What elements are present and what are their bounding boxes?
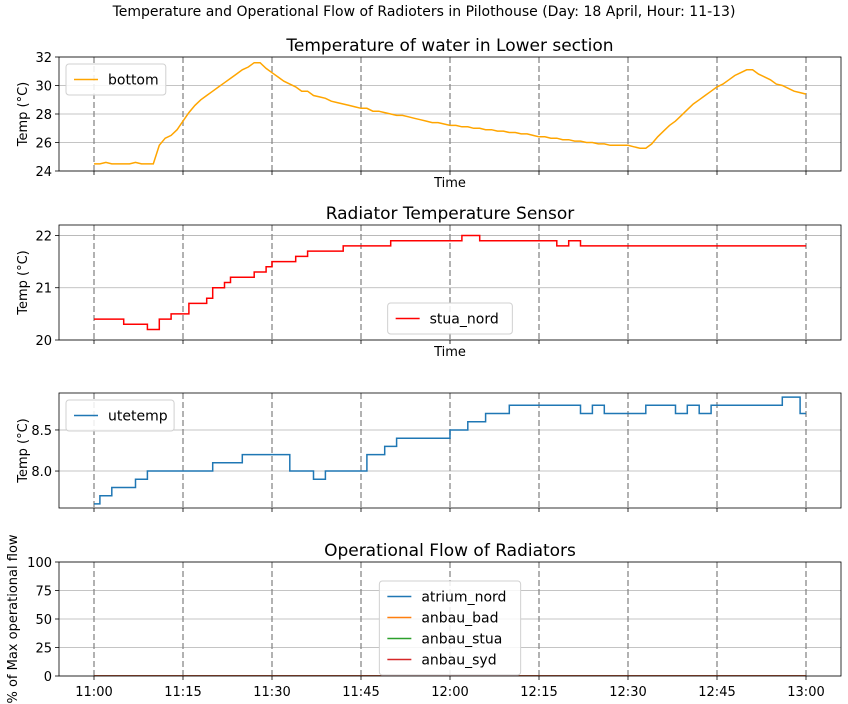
- y-tick-label: 8.0: [31, 465, 52, 480]
- figure-title: Temperature and Operational Flow of Radi…: [112, 4, 736, 20]
- x-axis-label: Time: [433, 176, 466, 191]
- y-axis-label: Temp (°C): [16, 418, 31, 484]
- x-tick-label: 12:00: [431, 685, 468, 700]
- subplot-title: Temperature of water in Lower section: [285, 36, 613, 56]
- legend-entry: utetemp: [108, 409, 168, 425]
- subplot-2: 20 21 22 Radiator Temperature Sensor Time Tem…: [16, 204, 842, 360]
- y-tick-label: 28: [35, 108, 52, 123]
- y-tick-label: 32: [35, 51, 52, 66]
- legend-entry: anbau_stua: [421, 632, 502, 648]
- x-tick-label: 11:30: [253, 685, 290, 700]
- y-tick-label: 50: [35, 613, 52, 628]
- x-tick-label: 12:45: [698, 685, 735, 700]
- legend-box: [65, 63, 167, 96]
- y-tick-label: 20: [35, 334, 52, 349]
- y-tick-label: 100: [27, 556, 52, 571]
- x-tick-label: 11:45: [342, 685, 379, 700]
- subplot-title: Radiator Temperature Sensor: [326, 204, 575, 224]
- series-line-stua_nord: [94, 234, 806, 331]
- x-tick-label: 12:30: [609, 685, 646, 700]
- subplot-1: 24 26 28 30 32 Temperature of water in Lower …: [16, 36, 842, 191]
- legend-entry: atrium_nord: [421, 590, 506, 606]
- legend: utetemp: [65, 399, 175, 432]
- y-axis-label: Temp (°C): [16, 82, 31, 148]
- legend-entry: bottom: [108, 73, 159, 89]
- legend: atrium_nord anbau_bad anbau_stua anbau_syd: [378, 580, 522, 676]
- x-tick-label: 11:00: [75, 685, 112, 700]
- y-tick-label: 21: [35, 282, 52, 297]
- y-tick-label: 26: [35, 137, 52, 152]
- y-tick-label: 75: [35, 585, 52, 600]
- x-tick-label: 12:15: [520, 685, 557, 700]
- subplot-4: 0 25 50 75 100 Operational Flow of Radiators%…: [6, 534, 842, 704]
- y-tick-label: 30: [35, 80, 52, 95]
- y-tick-label: 0: [44, 670, 52, 685]
- x-tick-label: 11:15: [164, 685, 201, 700]
- legend-entry: stua_nord: [430, 312, 499, 328]
- y-axis-label: % of Max operational flow: [6, 534, 21, 703]
- legend-box: [65, 399, 175, 432]
- x-axis-label: Time: [433, 345, 466, 360]
- legend-box: [387, 302, 513, 335]
- x-tick-label: 13:00: [787, 685, 824, 700]
- y-axis-label: Temp (°C): [16, 250, 31, 316]
- y-tick-label: 8.5: [31, 424, 52, 439]
- series-line-utetemp: [94, 396, 806, 505]
- legend-entry: anbau_syd: [421, 653, 496, 669]
- legend: stua_nord: [387, 302, 513, 335]
- y-tick-label: 25: [35, 642, 52, 657]
- series-line-bottom: [94, 61, 807, 165]
- subplot-title: Operational Flow of Radiators: [324, 541, 576, 561]
- legend-entry: anbau_bad: [421, 611, 498, 627]
- legend: bottom: [65, 63, 167, 96]
- y-tick-label: 22: [35, 229, 52, 244]
- legend-box: [378, 580, 522, 676]
- y-tick-label: 24: [35, 165, 52, 180]
